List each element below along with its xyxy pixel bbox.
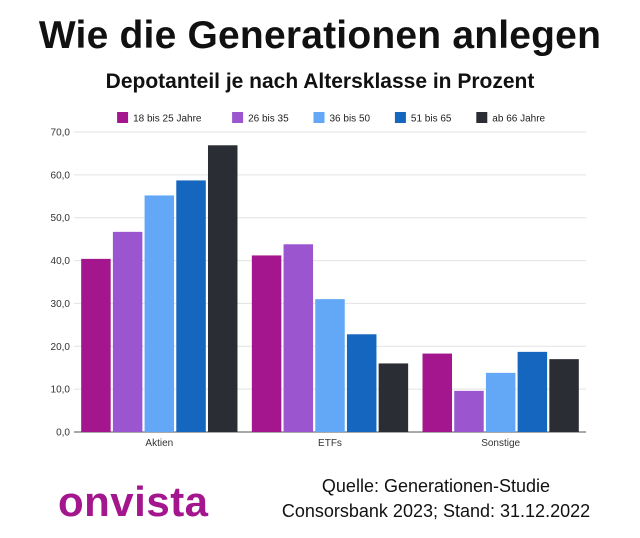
legend-label: 26 bis 35: [248, 114, 289, 125]
y-tick-label: 30,0: [51, 299, 71, 310]
legend-swatch: [476, 112, 488, 123]
bars: [81, 145, 579, 433]
chart-title: Wie die Generationen anlegen: [38, 14, 602, 57]
x-tick-label: Aktien: [145, 438, 173, 449]
x-tick-label: Sonstige: [481, 438, 520, 449]
y-tick-label: 20,0: [51, 342, 71, 353]
x-axis-ticks: Aktien ETFs Sonstige: [145, 438, 520, 449]
legend-label: 36 bis 50: [330, 114, 371, 125]
bar-etfs-1: [283, 244, 314, 432]
legend-swatch: [313, 112, 325, 123]
y-tick-label: 60,0: [51, 170, 71, 181]
legend-swatch: [394, 112, 406, 123]
y-axis-ticks: 0,0 10,0 20,0 30,0 40,0 50,0 60,0 70,0: [51, 128, 71, 439]
bar-etfs-0: [251, 255, 282, 432]
chart-subtitle: Depotanteil je nach Altersklasse in Proz…: [105, 70, 535, 93]
bar-sonstige-2: [485, 372, 516, 432]
legend: 18 bis 25 Jahre 26 bis 35 36 bis 50 51 bis …: [117, 112, 546, 125]
y-tick-label: 10,0: [51, 385, 71, 396]
bar-aktien-3: [176, 180, 206, 432]
x-tick-label: ETFs: [318, 438, 342, 449]
y-tick-label: 50,0: [51, 213, 71, 224]
y-tick-label: 40,0: [51, 256, 71, 267]
legend-label: 18 bis 25 Jahre: [133, 114, 202, 125]
bar-sonstige-4: [549, 359, 579, 432]
bar-etfs-2: [315, 299, 345, 432]
bar-aktien-4: [207, 145, 238, 433]
legend-swatch: [117, 112, 129, 123]
bar-sonstige-3: [517, 351, 548, 432]
bar-aktien-1: [112, 231, 143, 432]
bar-aktien-2: [144, 195, 175, 432]
source-note: Quelle: Generationen-Studie Consorsbank …: [276, 474, 596, 524]
bar-sonstige-1: [454, 390, 484, 432]
bar-sonstige-0: [422, 353, 453, 432]
y-tick-label: 0,0: [56, 428, 70, 439]
onvista-logo: onvista: [58, 478, 209, 525]
bar-etfs-3: [346, 334, 377, 432]
source-line-1: Quelle: Generationen-Studie: [321, 476, 551, 496]
legend-swatch: [232, 112, 244, 123]
legend-label: 51 bis 65: [411, 114, 452, 125]
y-tick-label: 70,0: [51, 128, 71, 139]
source-line-2: Consorsbank 2023; Stand: 31.12.2022: [281, 501, 591, 521]
legend-label: ab 66 Jahre: [492, 114, 545, 125]
bar-aktien-0: [81, 258, 111, 432]
bar-etfs-4: [378, 363, 409, 432]
